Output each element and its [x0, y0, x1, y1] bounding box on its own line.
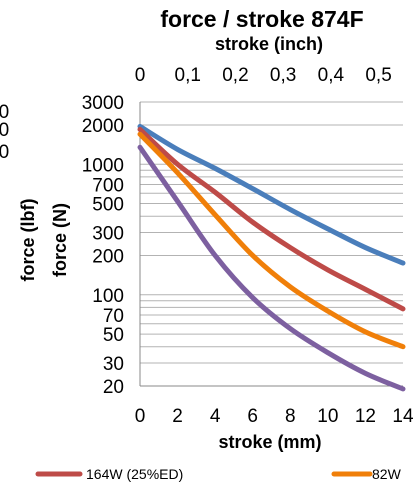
clipped-left-fragment: 00	[0, 142, 9, 163]
series-line-3	[137, 131, 406, 350]
y-tick-label: 2000	[82, 116, 124, 137]
clipped-left-fragment: 00	[0, 102, 9, 123]
x-tick-label: 14	[392, 406, 414, 427]
x-tick-label: 12	[355, 406, 376, 427]
series-line-2	[137, 126, 406, 312]
series-line-4	[137, 144, 406, 392]
y-tick-label: 50	[103, 325, 124, 346]
x-top-tick-label: 0,4	[318, 65, 345, 86]
x-axis-title: stroke (mm)	[218, 432, 321, 452]
y-tick-label: 100	[92, 286, 124, 307]
x-tick-label: 8	[285, 406, 296, 427]
x-top-tick-label: 0,3	[270, 65, 296, 86]
chart-title: force / stroke 874F	[160, 6, 363, 32]
y-tick-label: 200	[92, 246, 124, 267]
y-tick-label: 500	[92, 195, 124, 216]
x-tick-label: 6	[247, 406, 258, 427]
y-axis-title-outer: force (lbf)	[18, 198, 38, 281]
legend-label-82w: 82W	[372, 466, 402, 482]
x-top-tick-labels: 0 0,1 0,2 0,3 0,4 0,5	[135, 65, 392, 86]
x-tick-label: 2	[172, 406, 183, 427]
legend-label-164w: 164W (25%ED)	[86, 466, 183, 482]
x-tick-label: 4	[210, 406, 221, 427]
y-tick-label: 3000	[82, 93, 124, 114]
y-tick-label: 70	[103, 306, 124, 327]
x-top-tick-label: 0,5	[365, 65, 391, 86]
series-line-1	[137, 123, 406, 266]
y-tick-label: 20	[103, 377, 124, 398]
x-top-axis-title: stroke (inch)	[215, 34, 323, 54]
x-tick-label: 0	[135, 406, 146, 427]
x-top-tick-label: 0,1	[175, 65, 201, 86]
grid	[139, 101, 403, 387]
y-tick-label: 1000	[82, 155, 124, 176]
y-tick-label: 700	[92, 175, 124, 196]
y-tick-label: 30	[103, 354, 124, 375]
y-tick-label: 300	[92, 224, 124, 245]
series-lines	[137, 123, 406, 392]
y-axis-title-inner: force (N)	[50, 203, 70, 277]
legend: 164W (25%ED) 82W	[35, 466, 402, 482]
x-tick-label: 10	[317, 406, 338, 427]
x-tick-labels: 0 2 4 6 8 10 12 14	[135, 406, 414, 427]
x-top-tick-label: 0	[135, 65, 146, 86]
x-top-tick-label: 0,2	[222, 65, 248, 86]
clipped-left-fragment: 00	[0, 120, 9, 141]
